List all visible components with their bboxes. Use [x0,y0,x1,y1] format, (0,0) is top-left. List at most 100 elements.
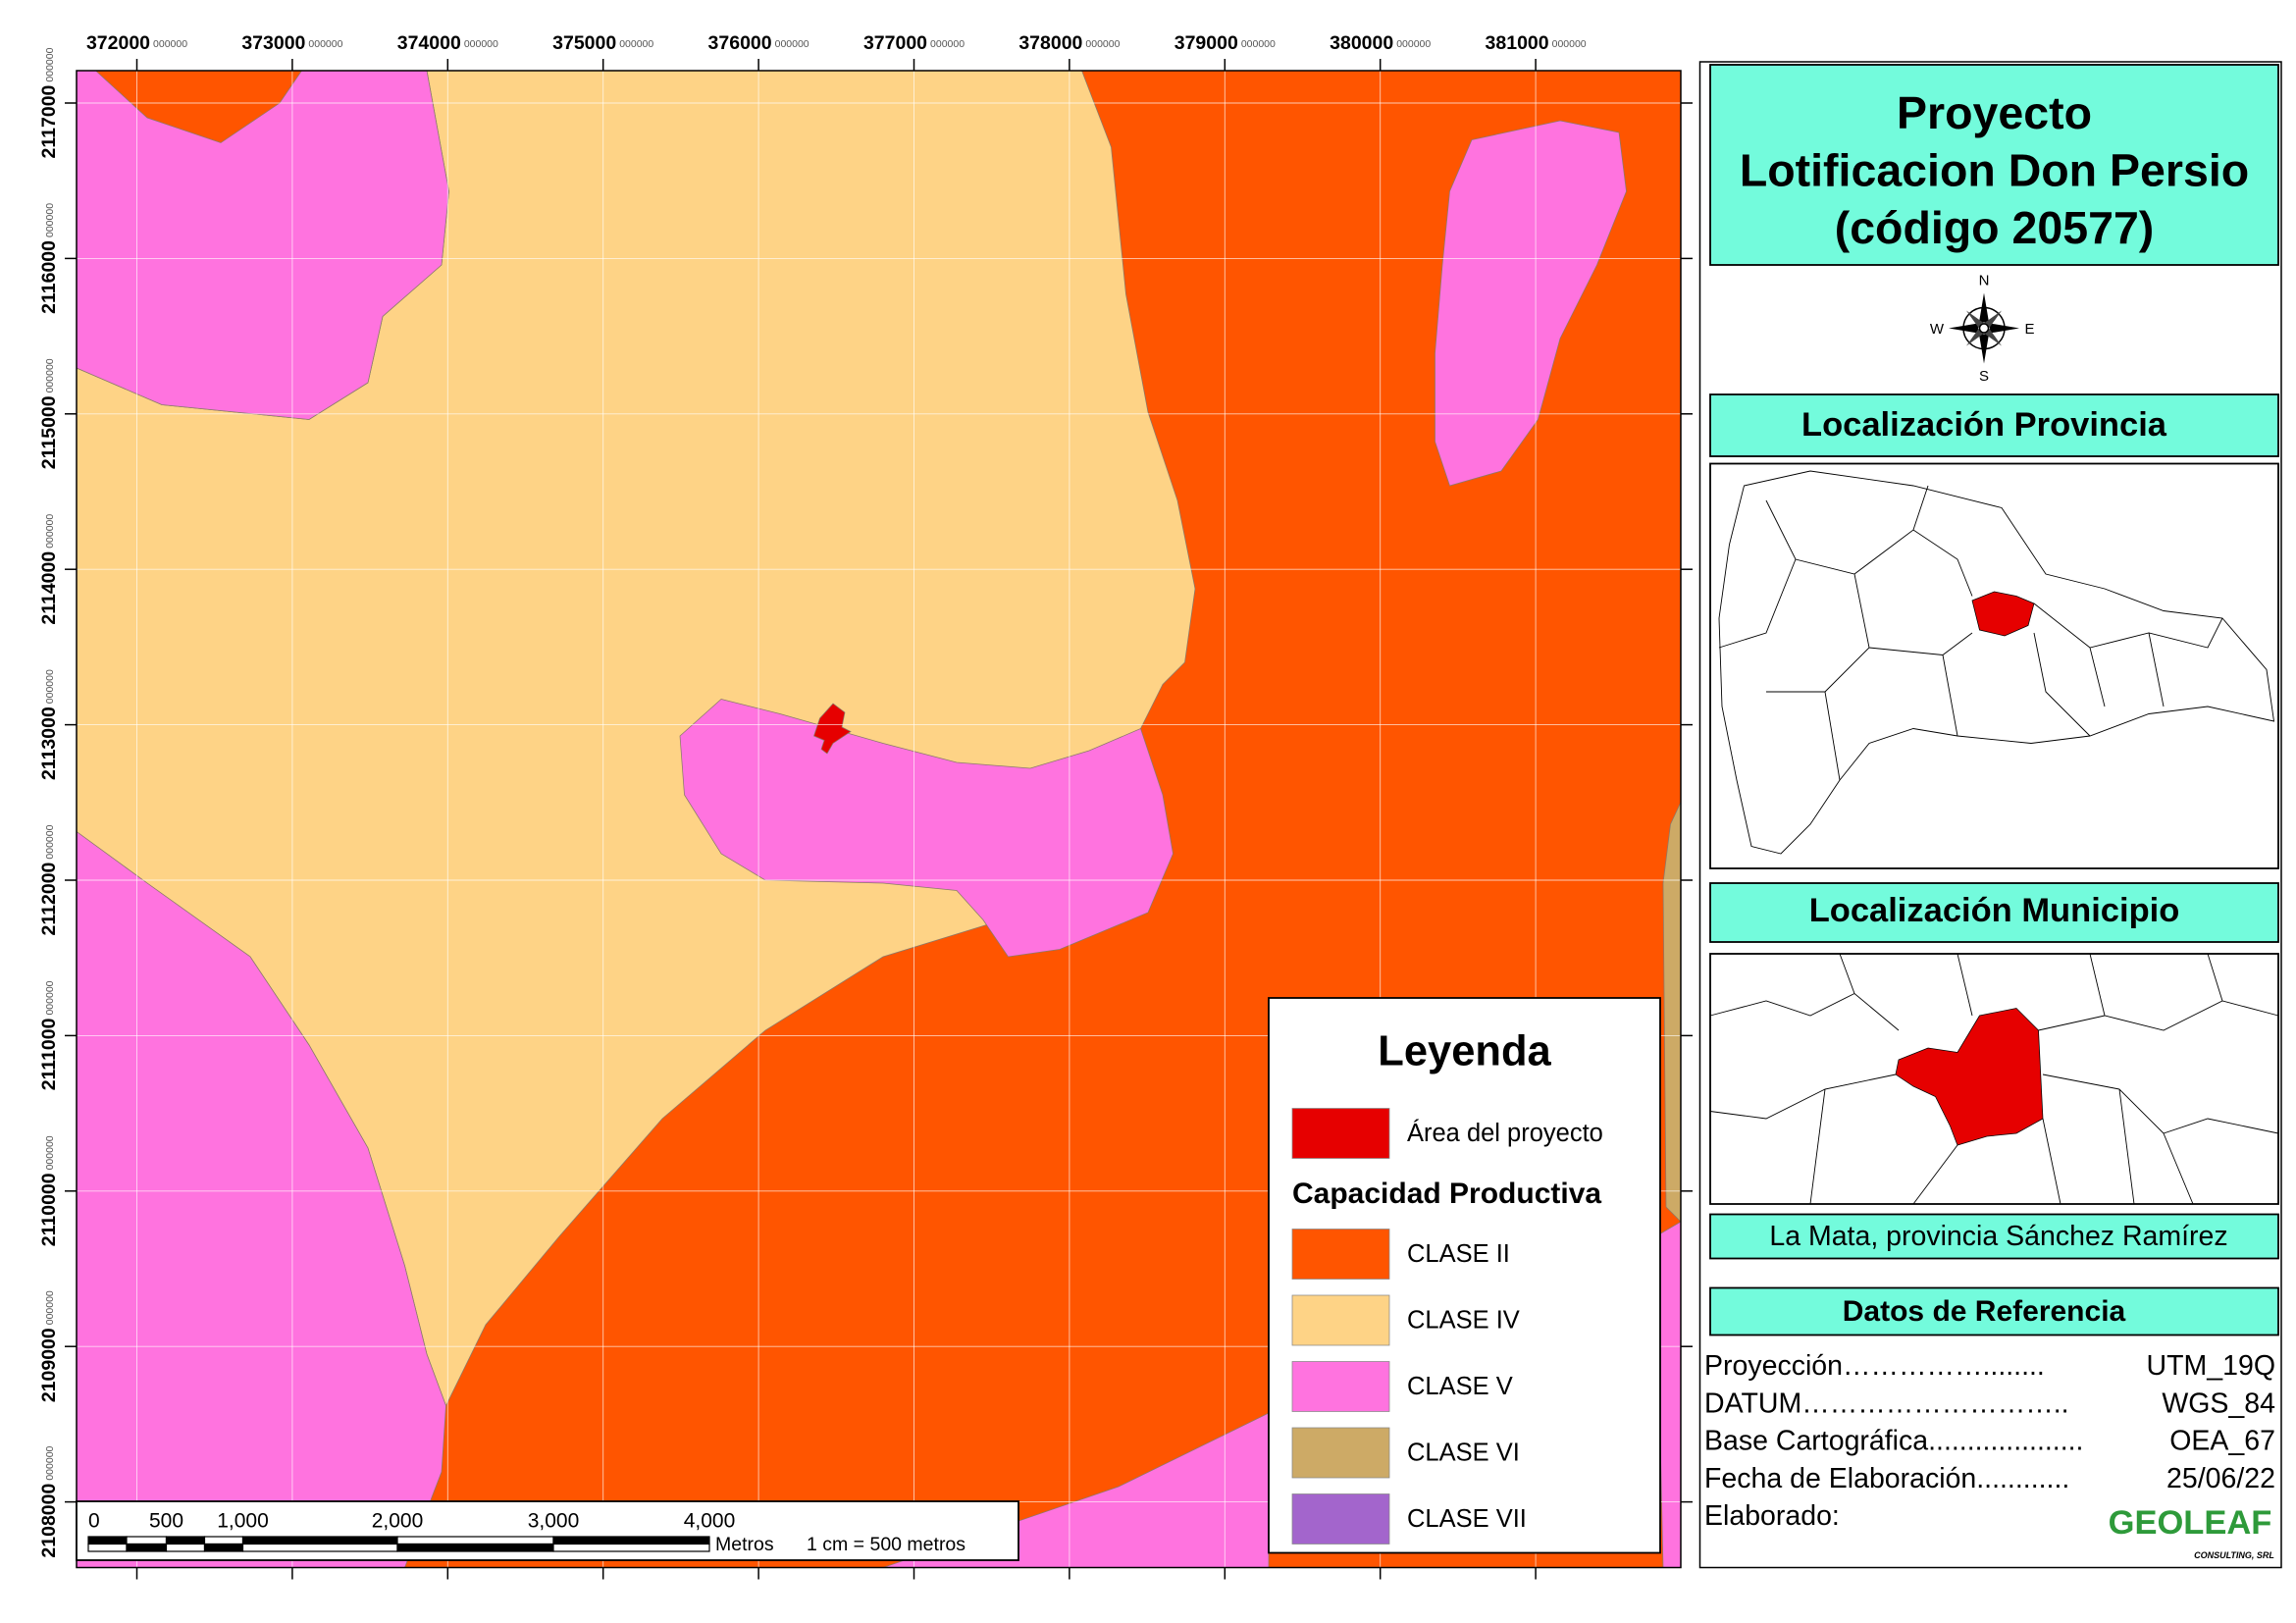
tick-value: 374000 [397,32,461,54]
legend-swatch [1291,1493,1390,1544]
reference-label: Proyección……………........ [1704,1350,2045,1382]
legend-group-title: Capacidad Productiva [1292,1178,1601,1210]
legend-label: Área del proyecto [1407,1119,1603,1147]
municipio-name: La Mata, provincia Sánchez Ramírez [1769,1221,2227,1252]
tick-value: 2115000 [38,395,60,469]
reference-header-box [1709,1286,2279,1336]
tick-value: 2109000 [38,1328,60,1402]
legend-swatch [1291,1294,1390,1346]
y-tick-label: 2111000 000000 [38,980,60,1090]
scale-segment [126,1543,168,1552]
reference-label: DATUM……………………….. [1704,1387,2069,1419]
scale-label: 2,000 [372,1510,424,1533]
x-tick-label: 380000 000000 [1330,32,1431,54]
tick-value: 2116000 [38,240,60,314]
scale-segment [241,1536,398,1545]
y-tick-label: 2113000 000000 [38,669,60,780]
logo-subtitle: CONSULTING, SRL [2194,1550,2274,1560]
compass-letter: W [1930,321,1945,338]
legend-swatch [1291,1108,1390,1159]
x-tick-label: 379000 000000 [1174,32,1276,54]
tick-value: 372000 [86,32,150,54]
reference-value: 25/06/22 [2166,1463,2275,1494]
x-tick-label: 372000 000000 [86,32,187,54]
legend-title: Leyenda [1378,1027,1551,1074]
scale-segment [165,1543,206,1552]
y-tick-label: 2109000 000000 [38,1290,60,1402]
legend-label: CLASE IV [1407,1307,1520,1335]
scale-segment [552,1536,710,1545]
x-tick-label: 373000 000000 [241,32,342,54]
x-tick-label: 377000 000000 [863,32,965,54]
municipio-name-box [1709,1213,2279,1260]
tick-decimals: 000000 [1552,38,1587,50]
province-map [1718,470,2275,855]
legend-label: CLASE VII [1407,1505,1527,1533]
x-tick-label: 376000 000000 [708,32,809,54]
tick-decimals: 000000 [619,38,653,50]
tick-decimals: 000000 [308,38,342,50]
scale-ratio: 1 cm = 500 metros [807,1534,965,1555]
scale-segment [552,1543,710,1552]
scale-label: 1,000 [217,1510,269,1533]
y-tick-label: 2115000 000000 [38,358,60,469]
tick-decimals: 000000 [44,1290,56,1325]
tick-decimals: 000000 [44,514,56,549]
y-tick-label: 2108000 000000 [38,1445,60,1557]
legend-label: CLASE V [1407,1373,1513,1400]
tick-decimals: 000000 [1241,38,1276,50]
tick-decimals: 000000 [44,1135,56,1170]
province-header-box [1709,393,2279,457]
scale-segment [241,1543,398,1552]
tick-decimals: 000000 [153,38,187,50]
x-tick-label: 381000 000000 [1486,32,1587,54]
legend-label: CLASE VI [1407,1440,1520,1467]
tick-value: 373000 [241,32,305,54]
tick-decimals: 000000 [44,980,56,1015]
section-header: Localización Provincia [1801,406,2167,444]
reference-label: Base Cartográfica.................... [1704,1426,2083,1457]
tick-value: 2110000 [38,1173,60,1246]
tick-value: 376000 [708,32,772,54]
compass-letter: S [1979,368,1989,385]
scale-label: 0 [88,1510,100,1533]
reference-label: Fecha de Elaboración............ [1704,1463,2069,1494]
scale-segment [87,1543,128,1552]
legend-label: CLASE II [1407,1240,1510,1268]
logo-name: GEOLEAF [2109,1504,2272,1542]
tick-decimals: 000000 [44,358,56,393]
tick-decimals: 000000 [1085,38,1120,50]
map-frame [76,70,1682,1569]
tick-decimals: 000000 [775,38,809,50]
tick-value: 375000 [552,32,616,54]
tick-value: 2113000 [38,707,60,780]
tick-decimals: 000000 [44,824,56,859]
x-tick-label: 374000 000000 [397,32,498,54]
compass [1949,292,2019,364]
legend-swatch [1291,1361,1390,1412]
tick-value: 2111000 [38,1018,60,1090]
x-tick-label: 378000 000000 [1018,32,1120,54]
title-box [1709,64,2279,266]
title-line: Proyecto [1897,87,2092,138]
legend-swatch [1291,1229,1390,1280]
tick-decimals: 000000 [44,669,56,704]
class-vi-area [1662,802,1682,1223]
scale-unit: Metros [715,1534,774,1555]
legend-swatch [1291,1427,1390,1479]
reference-value: WGS_84 [2162,1387,2275,1419]
tick-decimals: 000000 [44,1445,56,1480]
tick-value: 377000 [863,32,927,54]
scale-segment [396,1536,554,1545]
tick-value: 2114000 [38,551,60,625]
y-tick-label: 2112000 000000 [38,824,60,935]
scale-segment [203,1536,244,1545]
province-map-box [1709,462,2279,869]
tick-decimals: 000000 [44,203,56,237]
scale-segment [87,1536,128,1545]
scale-label: 3,000 [528,1510,580,1533]
tick-value: 378000 [1018,32,1082,54]
tick-decimals: 000000 [464,38,498,50]
section-header: Localización Municipio [1809,892,2180,929]
